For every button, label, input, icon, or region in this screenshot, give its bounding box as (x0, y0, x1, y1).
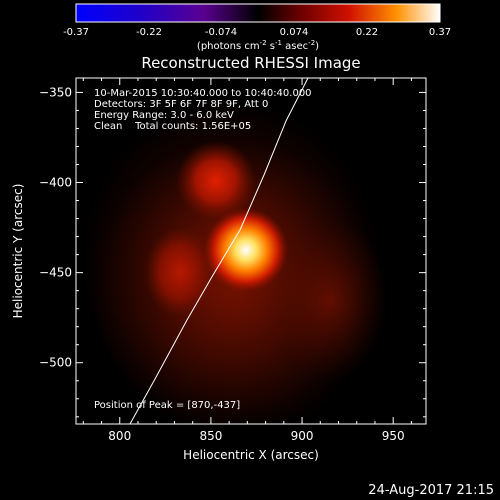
source-southwest (145, 227, 215, 317)
colorbar-tick: 0.37 (429, 27, 451, 38)
colorbar-tick: -0.22 (136, 27, 162, 38)
axes: 800 850 900 950 −350 −400 −450 −500 (39, 78, 426, 443)
info-time-range: 10-Mar-2015 10:30:40.000 to 10:40:40.000 (94, 88, 312, 99)
y-tick-label: −500 (39, 356, 72, 370)
colorbar-tick: 0.22 (356, 27, 378, 38)
y-tick-label: −450 (39, 266, 72, 280)
x-tick-label: 900 (291, 429, 314, 443)
x-tick-label: 800 (108, 429, 131, 443)
x-axis-label: Heliocentric X (arcsec) (183, 448, 319, 462)
solar-limb-curve (129, 78, 309, 424)
colorbar-ticks: -0.37 -0.22 -0.074 0.074 0.22 0.37 (63, 27, 451, 38)
x-tick-label: 850 (199, 429, 222, 443)
footer-timestamp: 24-Aug-2017 21:15 (368, 483, 494, 498)
y-tick-label: −400 (39, 176, 72, 190)
peak-position-label: Position of Peak = [870,-437] (94, 400, 240, 411)
source-east-haze (270, 220, 390, 380)
y-axis-label: Heliocentric Y (arcsec) (11, 184, 25, 319)
heatmap-image (76, 78, 426, 424)
x-tick-label: 950 (382, 429, 405, 443)
colorbar-tick: -0.37 (63, 27, 89, 38)
info-energy-range: Energy Range: 3.0 - 6.0 keV (94, 110, 234, 121)
source-peak (204, 208, 288, 292)
plot-frame (75, 77, 427, 425)
info-counts: Clean Total counts: 1.56E+05 (94, 121, 251, 132)
colorbar-tick: -0.074 (205, 27, 237, 38)
chart-title: Reconstructed RHESSI Image (141, 54, 360, 72)
colorbar-tick: 0.074 (280, 27, 309, 38)
info-detectors: Detectors: 3F 5F 6F 7F 8F 9F, Att 0 (94, 99, 268, 110)
info-block: 10-Mar-2015 10:30:40.000 to 10:40:40.000… (94, 88, 312, 132)
colorbar-units: (photons cm-2 s-1 asec-2) (197, 39, 319, 52)
source-north (176, 141, 256, 221)
colorbar (75, 3, 441, 23)
y-tick-label: −350 (39, 85, 72, 99)
